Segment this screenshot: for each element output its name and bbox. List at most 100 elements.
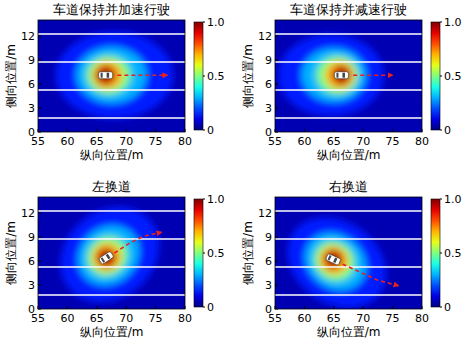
y-tick-label: 9	[28, 54, 35, 67]
title: 车道保持并减速行驶	[290, 2, 407, 17]
colorbar-tick-label: 0	[444, 301, 451, 314]
colorbar-tick	[440, 253, 442, 254]
title: 车道保持并加速行驶	[53, 2, 170, 17]
x-label: 纵向位置/m	[317, 325, 381, 339]
heat-level	[56, 32, 174, 119]
y-tick-label: 9	[265, 231, 272, 244]
x-tick-label: 70	[119, 312, 133, 325]
y-tick-label: 3	[265, 279, 272, 292]
y-tick	[275, 60, 278, 61]
title: 左换道	[92, 179, 131, 194]
colorbar-tick	[440, 199, 442, 200]
heat-background	[275, 20, 422, 132]
y-tick	[38, 108, 41, 109]
x-tick-label: 65	[327, 312, 341, 325]
colorbar-tick-label: 0	[444, 124, 451, 137]
x-tick-label: 75	[386, 135, 400, 148]
lane-line	[38, 61, 185, 63]
colorbar-tick	[203, 76, 205, 77]
x-tick	[304, 129, 305, 132]
x-tick	[392, 129, 393, 132]
lane-line	[275, 294, 422, 296]
y-tick-label: 9	[28, 231, 35, 244]
colorbar-tick	[440, 22, 442, 23]
y-tick-label: 6	[265, 78, 272, 91]
vehicle-icon	[325, 253, 341, 265]
y-tick	[38, 132, 41, 133]
lane-line	[38, 33, 185, 35]
lane-line	[275, 238, 422, 240]
heat-level	[275, 199, 404, 309]
heat-level	[96, 66, 116, 85]
heat-level	[66, 213, 152, 298]
vehicle-icon	[98, 251, 114, 265]
lane-line	[38, 266, 185, 268]
y-tick-label: 6	[28, 255, 35, 268]
y-tick	[275, 213, 278, 214]
trajectory-arrow	[343, 264, 399, 286]
x-tick-label: 70	[356, 312, 370, 325]
heat-level	[79, 228, 136, 285]
x-tick-label: 75	[149, 135, 163, 148]
lane-line	[38, 238, 185, 240]
heat-background	[38, 20, 185, 132]
y-tick	[275, 261, 278, 262]
x-tick	[185, 129, 186, 132]
x-tick-label: 65	[90, 135, 104, 148]
colorbar	[431, 199, 440, 307]
x-tick-label: 75	[149, 312, 163, 325]
heat-field	[41, 197, 178, 309]
y-tick	[275, 309, 278, 310]
y-tick	[275, 108, 278, 109]
y-tick-label: 3	[265, 102, 272, 115]
y-tick	[38, 60, 41, 61]
x-tick	[155, 306, 156, 309]
heat-level	[320, 246, 346, 273]
colorbar	[431, 22, 440, 130]
x-tick	[96, 306, 97, 309]
colorbar-tick-label: 0	[207, 124, 214, 137]
y-tick-label: 0	[28, 303, 35, 316]
lane-line	[275, 266, 422, 268]
x-label: 纵向位置/m	[317, 148, 381, 162]
colorbar-tick-label: 1.0	[444, 193, 462, 206]
y-tick-label: 0	[265, 303, 272, 316]
x-tick	[126, 129, 127, 132]
lane-line	[275, 33, 422, 35]
x-tick-label: 60	[297, 135, 311, 148]
lane-line	[275, 210, 422, 212]
x-tick	[67, 306, 68, 309]
trajectory-arrow	[114, 232, 161, 253]
x-tick	[304, 306, 305, 309]
heat-field	[275, 199, 404, 309]
plot-area	[275, 20, 422, 132]
x-tick-label: 65	[327, 135, 341, 148]
frame	[275, 197, 422, 309]
colorbar-tick-label: 0.5	[444, 70, 462, 83]
x-tick-label: 70	[356, 135, 370, 148]
colorbar-tick	[203, 253, 205, 254]
x-tick-label: 70	[119, 135, 133, 148]
y-tick-label: 3	[28, 102, 35, 115]
y-label: 侧向位置/m	[4, 44, 18, 108]
colorbar-tick	[203, 22, 205, 23]
plot-area	[38, 197, 185, 309]
panel: 右换道556065707580036912纵向位置/m侧向位置/m00.51.0	[241, 179, 462, 339]
y-tick	[38, 36, 41, 37]
y-tick	[275, 36, 278, 37]
figure: 车道保持并加速行驶556065707580036912纵向位置/m侧向位置/m0…	[0, 0, 474, 357]
trajectory-arrow	[117, 74, 167, 76]
x-tick-label: 60	[297, 312, 311, 325]
x-tick-label: 80	[415, 312, 429, 325]
x-tick-label: 65	[90, 312, 104, 325]
lane-line	[275, 117, 422, 119]
x-label: 纵向位置/m	[80, 325, 144, 339]
y-tick	[275, 285, 278, 286]
heat-level	[41, 197, 178, 309]
lane-line	[275, 61, 422, 63]
y-tick-label: 12	[258, 30, 272, 43]
panel: 车道保持并减速行驶556065707580036912纵向位置/m侧向位置/m0…	[241, 2, 462, 162]
colorbar-tick-label: 0.5	[444, 247, 462, 260]
x-tick	[333, 129, 334, 132]
x-tick-label: 75	[386, 312, 400, 325]
